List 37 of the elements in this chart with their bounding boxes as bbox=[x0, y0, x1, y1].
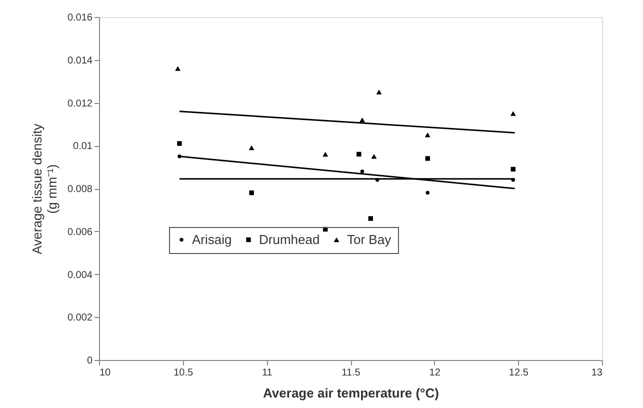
point bbox=[360, 169, 364, 174]
point bbox=[356, 152, 362, 157]
point bbox=[426, 190, 430, 195]
y-tick-label: 0.008 bbox=[67, 184, 93, 195]
legend-label: Arisaig bbox=[192, 232, 232, 247]
point bbox=[371, 154, 377, 159]
point bbox=[249, 190, 254, 196]
point bbox=[322, 152, 328, 157]
point bbox=[360, 118, 365, 122]
point bbox=[510, 111, 516, 116]
y-tick-label: 0.002 bbox=[67, 312, 93, 324]
x-tick-label: 12 bbox=[429, 368, 441, 378]
y-tick-label: 0.01 bbox=[73, 141, 93, 152]
point bbox=[425, 156, 430, 161]
x-tick-label: 10 bbox=[100, 368, 112, 378]
point bbox=[368, 216, 373, 221]
y-tick-label: 0.006 bbox=[67, 226, 93, 238]
point bbox=[376, 90, 382, 94]
y-tick-label: 0 bbox=[86, 356, 93, 366]
x-axis-title: Average air temperature (°C) bbox=[263, 386, 439, 400]
x-tick-label: 10.5 bbox=[174, 368, 194, 378]
legend-label: Tor Bay bbox=[347, 232, 392, 247]
point bbox=[248, 145, 254, 150]
point bbox=[177, 141, 182, 146]
y-tick-label: 0.012 bbox=[67, 98, 93, 110]
y-tick-label: 0.016 bbox=[67, 12, 93, 24]
x-tick-label: 12.5 bbox=[508, 368, 529, 378]
legend-label: Drumhead bbox=[259, 232, 320, 247]
y-axis-title: Average tissue density (g mm⁻¹) bbox=[29, 123, 60, 254]
y-tick-label: 0.004 bbox=[67, 270, 93, 281]
y-tick-label: 0.014 bbox=[67, 55, 93, 66]
point bbox=[175, 66, 181, 71]
x-tick-label: 11 bbox=[262, 368, 273, 378]
x-tick-label: 13 bbox=[591, 368, 603, 378]
point bbox=[424, 132, 430, 138]
point bbox=[510, 166, 516, 172]
x-tick-label: 11.5 bbox=[342, 368, 361, 378]
